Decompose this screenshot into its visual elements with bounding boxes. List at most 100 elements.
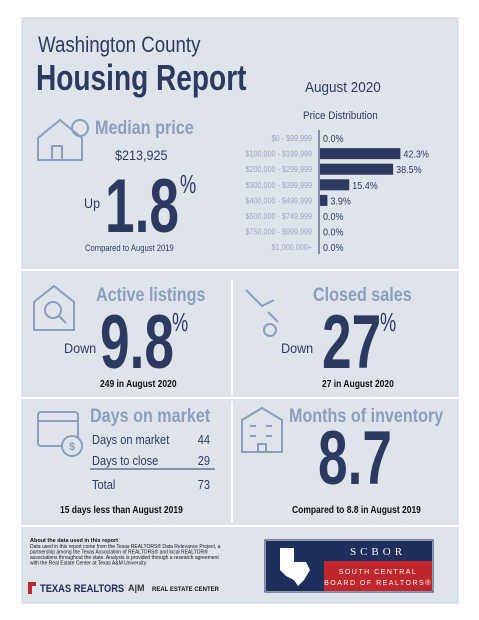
bar <box>320 194 328 206</box>
scbor-line: SOUTH CENTRAL <box>339 569 418 576</box>
row-value-group: 29 <box>198 453 211 468</box>
bar-label: 0.0% <box>323 134 344 146</box>
calendar-icon <box>37 411 79 447</box>
row-value-group: 44 <box>198 432 211 447</box>
real-estate-center: REAL ESTATE CENTER <box>152 587 220 593</box>
bar-label-group: 0.0% <box>323 227 344 239</box>
direction: Down <box>64 340 96 356</box>
scbor-line-group: BOARD OF REALTORS® <box>324 579 432 587</box>
detail-group: 27 in August 2020 <box>322 378 394 389</box>
bar-label: 38.5% <box>396 165 422 177</box>
about-line: Data used in this report come from the T… <box>30 543 221 550</box>
about-line-group: Data used in this report come from the T… <box>30 543 221 550</box>
county: Washington County <box>38 34 201 58</box>
price-range-group: $200,000 - $299,999 <box>246 165 312 174</box>
about-line: associations throughout the state. Analy… <box>30 555 219 561</box>
price-range: $1,000,000+ <box>272 243 313 252</box>
comparison-group: Compared to August 2019 <box>85 242 174 253</box>
total-label: Total <box>92 477 115 492</box>
section-title-group: Median price <box>95 117 194 139</box>
price-range: $100,000 - $199,999 <box>246 149 312 158</box>
row-label: Days on market <box>92 432 170 447</box>
median-price-group: $213,925 <box>115 147 167 163</box>
bar <box>320 148 401 160</box>
magnifier-icon <box>58 315 67 324</box>
price-range-group: $0 - $99,999 <box>272 134 312 143</box>
comparison: Compared to August 2019 <box>85 242 174 253</box>
bar-label-group: 42.3% <box>403 149 429 161</box>
row-label-group: Days on market <box>92 432 170 447</box>
change-group: 1.8 <box>105 164 179 249</box>
section-title: Closed sales <box>313 284 412 306</box>
icons <box>33 118 283 457</box>
section-title: Median price <box>95 117 194 139</box>
bar-label: 0.0% <box>323 227 344 239</box>
comparison: Compared to 8.8 in August 2019 <box>292 504 421 515</box>
magnifier-icon <box>44 301 62 319</box>
bar-label-group: 38.5% <box>396 165 422 177</box>
scbor-band <box>324 541 432 561</box>
total-value: 73 <box>198 477 211 492</box>
scbor-name: SCBOR <box>350 546 406 558</box>
about-title-group: About the data used in this report <box>30 538 118 544</box>
about-line: partnership among the Texas Association … <box>30 549 208 556</box>
price-range-group: $500,000 - $749,999 <box>246 212 312 221</box>
change: 27 <box>322 300 381 385</box>
scbor-line: BOARD OF REALTORS® <box>324 579 432 587</box>
bar-label: 3.9% <box>330 196 351 208</box>
comparison-group: Compared to 8.8 in August 2019 <box>292 504 421 515</box>
price-range: $750,000 - $999,999 <box>246 227 312 236</box>
tree-icon <box>71 119 89 137</box>
about-line-group: associations throughout the state. Analy… <box>30 555 219 561</box>
about-title: About the data used in this report <box>30 538 118 544</box>
price-range: $300,000 - $399,999 <box>246 180 312 189</box>
direction-group: Down <box>281 340 313 356</box>
about-line-group: with the Real Estate Center at Texas A&M… <box>30 561 147 567</box>
price-range-group: $300,000 - $399,999 <box>246 180 312 189</box>
total-label-group: Total <box>92 477 115 492</box>
unit-group: % <box>180 170 196 199</box>
building-icon <box>241 406 283 453</box>
scbor-line-group: SOUTH CENTRAL <box>339 569 418 576</box>
county-group: Washington County <box>38 34 201 58</box>
section-title-group: Closed sales <box>313 284 412 306</box>
section-title: Days on market <box>90 405 210 427</box>
price-range: $0 - $99,999 <box>272 134 312 143</box>
price-range: $400,000 - $499,999 <box>246 196 312 205</box>
change: 1.8 <box>105 164 179 249</box>
price-range: $500,000 - $749,999 <box>246 212 312 221</box>
atm-logo: A|M <box>128 583 145 593</box>
unit: % <box>172 308 188 337</box>
about-line-group: partnership among the Texas Association … <box>30 549 208 556</box>
bar-label: 0.0% <box>323 243 344 255</box>
detail: 249 in August 2020 <box>100 378 177 389</box>
key-icon <box>263 323 277 337</box>
house-icon <box>37 118 83 161</box>
about-line: with the Real Estate Center at Texas A&M… <box>30 561 147 567</box>
texas-realtors-group: TEXAS REALTORS <box>40 583 124 595</box>
bar-label-group: 3.9% <box>330 196 351 208</box>
change-group: 9.8 <box>100 300 174 385</box>
bar-label: 15.4% <box>352 180 378 192</box>
price-range-group: $750,000 - $999,999 <box>246 227 312 236</box>
section-title-group: Active listings <box>96 284 206 306</box>
texas-realtors-logo <box>28 582 36 594</box>
distribution-title-group: Price Distribution <box>303 111 378 123</box>
price-range-group: $400,000 - $499,999 <box>246 196 312 205</box>
section-title: Months of inventory <box>289 405 443 427</box>
bar-label-group: 0.0% <box>323 243 344 255</box>
change: 9.8 <box>100 300 174 385</box>
section-title: Active listings <box>96 284 206 306</box>
direction: Up <box>84 195 100 211</box>
unit-group: % <box>380 308 396 337</box>
row-value: 44 <box>198 432 211 447</box>
price-range-group: $100,000 - $199,999 <box>246 149 312 158</box>
inventory-value: 8.7 <box>318 416 392 501</box>
real-estate-center-group: REAL ESTATE CENTER <box>152 587 220 593</box>
house-icon <box>33 284 75 331</box>
report-title-group: Housing Report <box>36 58 247 98</box>
texas-icon <box>280 548 310 586</box>
bar-label: 42.3% <box>403 149 429 161</box>
unit: % <box>180 170 196 199</box>
